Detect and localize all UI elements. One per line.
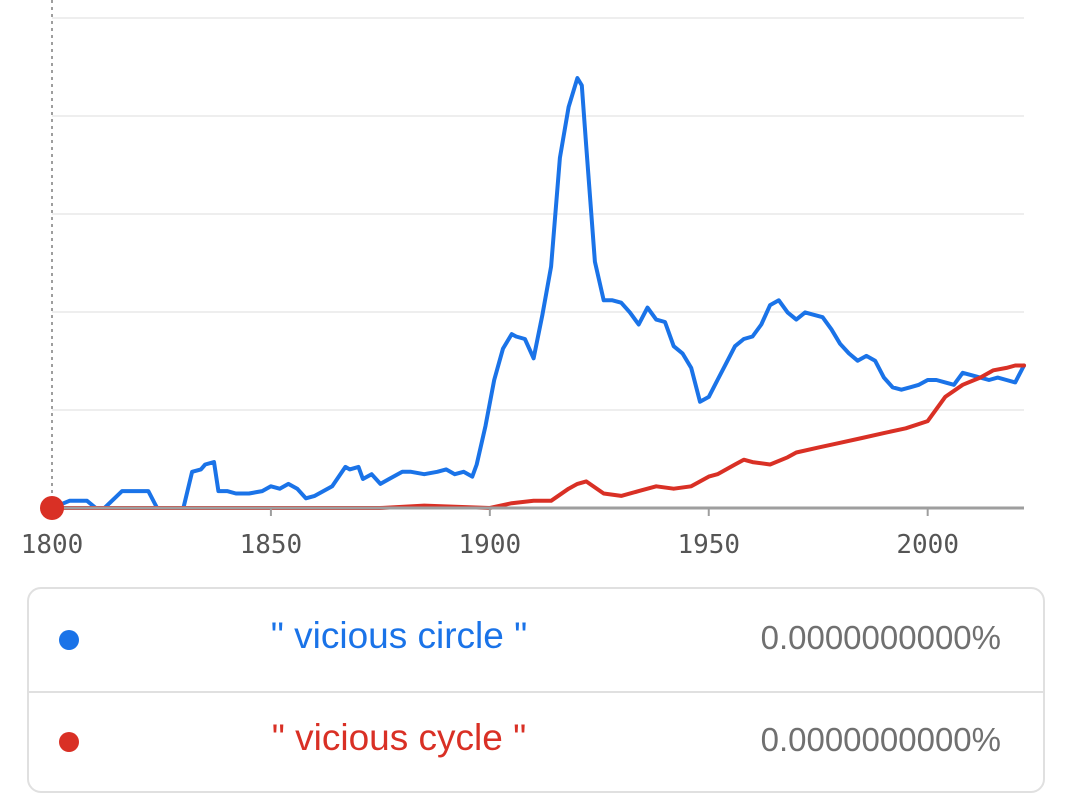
x-tick-label: 1850: [240, 530, 303, 560]
ngram-chart: 1800 1850 1900 1950 2000: [21, 0, 1026, 560]
x-tick-label: 2000: [896, 530, 959, 560]
x-tick-label: 1800: [21, 530, 84, 560]
legend-card: " vicious circle " 0.0000000000% " vicio…: [27, 587, 1045, 793]
legend-label[interactable]: " vicious circle ": [270, 615, 528, 656]
x-tick-label: 1950: [677, 530, 740, 560]
legend-label[interactable]: " vicious cycle ": [271, 717, 527, 758]
hover-point-marker: [40, 496, 64, 520]
legend-value: 0.0000000000%: [760, 619, 1001, 656]
legend-value: 0.0000000000%: [760, 721, 1001, 758]
series-line-vicious-cycle: [50, 363, 1026, 510]
legend-row-vicious-cycle[interactable]: " vicious cycle " 0.0000000000%: [29, 691, 1043, 793]
legend-row-vicious-circle[interactable]: " vicious circle " 0.0000000000%: [29, 589, 1043, 693]
x-tick-label: 1900: [459, 530, 522, 560]
series-line-vicious-circle: [50, 76, 1026, 510]
series-dot-icon: [59, 732, 79, 752]
series-dot-icon: [59, 630, 79, 650]
chart-svg: 1800 1850 1900 1950 2000: [21, 0, 1026, 560]
